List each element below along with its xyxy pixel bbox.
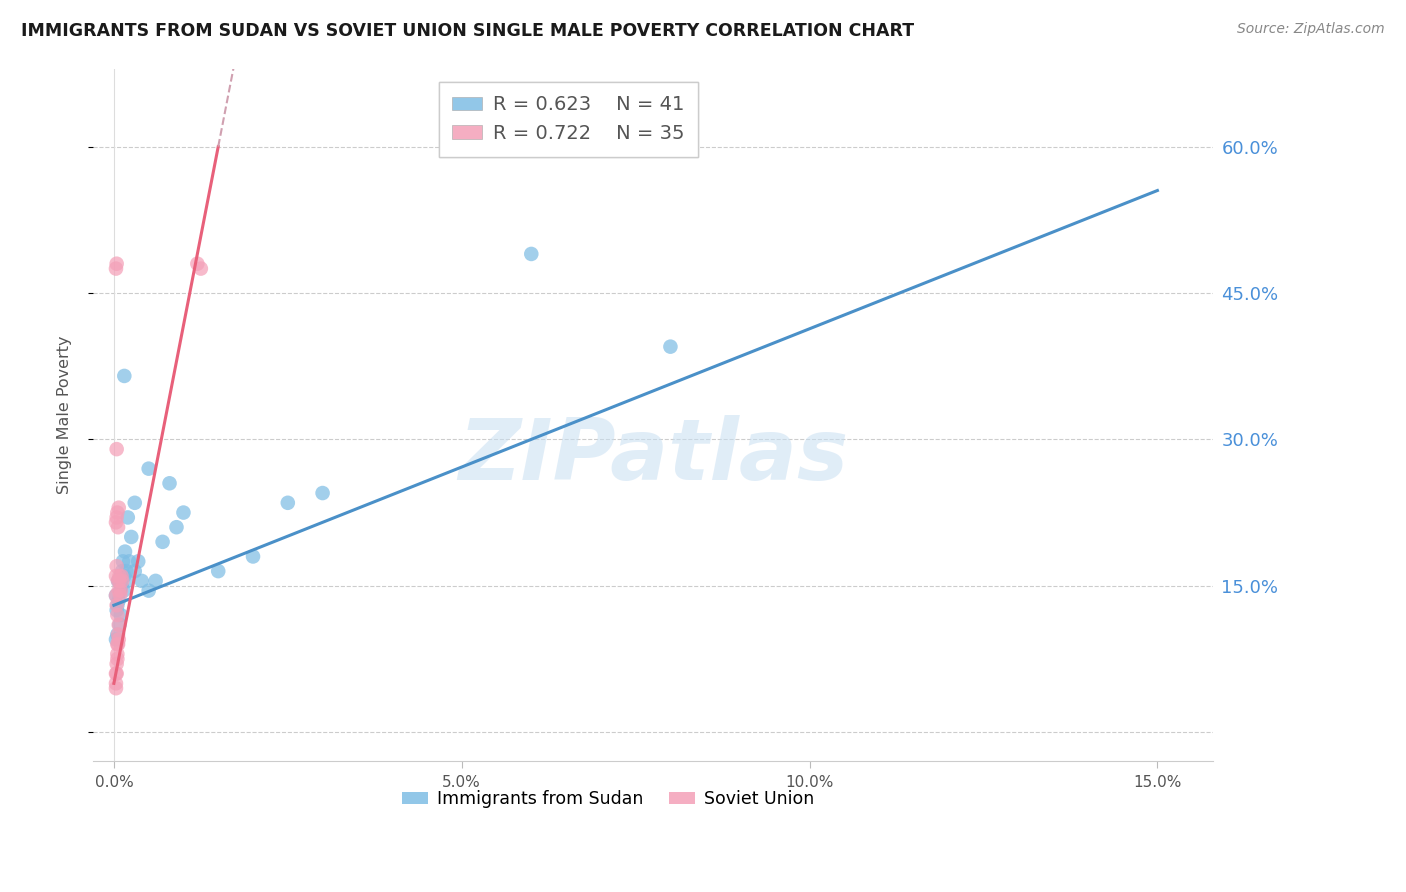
Point: [107, 593, 129, 607]
Point: [110, 579, 132, 593]
Point: [108, 583, 131, 598]
Point: [105, 627, 128, 641]
Point: [110, 608, 132, 623]
Text: IMMIGRANTS FROM SUDAN VS SOVIET UNION SINGLE MALE POVERTY CORRELATION CHART: IMMIGRANTS FROM SUDAN VS SOVIET UNION SI…: [21, 22, 914, 40]
Point: [138, 461, 160, 475]
Point: [110, 569, 132, 583]
Point: [131, 574, 153, 588]
Point: [104, 569, 127, 583]
Point: [207, 564, 229, 578]
Point: [104, 589, 127, 603]
Point: [107, 632, 129, 647]
Y-axis label: Single Male Poverty: Single Male Poverty: [58, 335, 72, 494]
Point: [104, 589, 127, 603]
Point: [118, 554, 141, 568]
Point: [108, 574, 131, 588]
Point: [124, 564, 146, 578]
Point: [110, 583, 132, 598]
Point: [104, 516, 127, 530]
Point: [117, 510, 139, 524]
Point: [107, 574, 129, 588]
Point: [105, 257, 128, 271]
Point: [104, 676, 127, 690]
Point: [111, 554, 134, 568]
Point: [108, 589, 131, 603]
Point: [190, 261, 212, 276]
Point: [112, 569, 135, 583]
Point: [105, 647, 128, 661]
Point: [115, 564, 138, 578]
Point: [107, 500, 129, 515]
Point: [152, 534, 174, 549]
Point: [104, 632, 127, 647]
Point: [107, 637, 129, 651]
Point: [112, 583, 135, 598]
Point: [242, 549, 264, 564]
Text: Source: ZipAtlas.com: Source: ZipAtlas.com: [1237, 22, 1385, 37]
Point: [105, 666, 128, 681]
Point: [145, 574, 167, 588]
Point: [108, 569, 131, 583]
Point: [104, 666, 127, 681]
Point: [107, 583, 129, 598]
Point: [520, 247, 543, 261]
Point: [107, 617, 129, 632]
Point: [105, 603, 128, 617]
Point: [105, 657, 128, 671]
Point: [659, 340, 682, 354]
Point: [186, 257, 208, 271]
Point: [311, 486, 333, 500]
Point: [112, 368, 135, 383]
Point: [117, 574, 139, 588]
Point: [107, 520, 129, 534]
Point: [166, 520, 188, 534]
Point: [138, 583, 160, 598]
Point: [105, 599, 128, 613]
Point: [108, 617, 131, 632]
Point: [105, 506, 128, 520]
Point: [111, 574, 134, 588]
Point: [107, 627, 129, 641]
Point: [124, 496, 146, 510]
Point: [108, 574, 131, 588]
Point: [127, 554, 149, 568]
Point: [172, 506, 194, 520]
Point: [105, 652, 128, 666]
Point: [111, 564, 134, 578]
Point: [104, 681, 127, 696]
Point: [105, 637, 128, 651]
Legend: Immigrants from Sudan, Soviet Union: Immigrants from Sudan, Soviet Union: [395, 783, 821, 815]
Point: [105, 608, 128, 623]
Point: [120, 530, 142, 544]
Point: [105, 559, 128, 574]
Point: [107, 574, 129, 588]
Point: [277, 496, 299, 510]
Point: [104, 261, 127, 276]
Text: ZIPatlas: ZIPatlas: [458, 415, 848, 498]
Point: [105, 599, 128, 613]
Point: [105, 442, 128, 457]
Point: [114, 544, 136, 558]
Point: [159, 476, 181, 491]
Point: [110, 569, 132, 583]
Point: [105, 510, 128, 524]
